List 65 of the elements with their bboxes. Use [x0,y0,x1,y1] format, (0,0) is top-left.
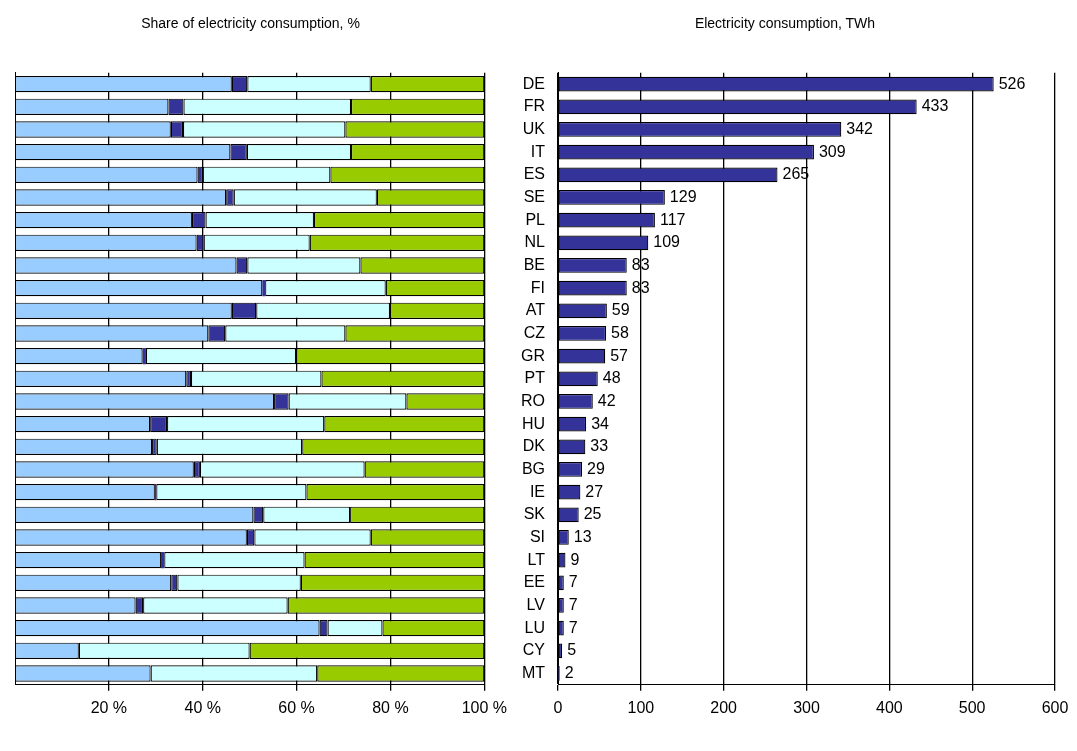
data-label: 117 [659,210,686,228]
x-tick-label: 0 [553,698,563,716]
data-label: 526 [998,74,1026,92]
x-tick-label: 400 [875,698,903,716]
y-tick-label: SI [529,527,545,545]
data-label: 7 [568,573,578,591]
y-tick-label: IT [530,142,546,160]
y-tick-label: LU [524,618,545,636]
y-tick-label: DK [522,437,546,455]
y-tick-label: ES [523,165,545,183]
chart-title: Share of electricity consumption, % [141,15,360,32]
x-tick-label: 500 [958,698,986,716]
x-tick-label: 20 % [90,698,128,716]
y-tick-label: AT [525,301,546,319]
y-tick-label: GR [521,346,545,364]
x-tick-label: 60 % [278,698,315,716]
data-label: 13 [573,527,592,545]
data-label: 7 [568,595,578,613]
data-label: 25 [583,505,602,523]
data-label: 48 [602,369,621,387]
x-tick-label: 300 [793,698,820,716]
y-tick-label: FI [530,278,545,296]
y-tick-label: RO [521,391,545,409]
data-label: 309 [818,142,846,160]
x-tick-label: 40 % [184,698,221,716]
data-label: 433 [921,97,949,115]
y-tick-label: NL [524,233,546,251]
data-label: 58 [611,323,629,341]
x-tick-label: 600 [1041,698,1069,716]
y-tick-label: UK [522,119,546,137]
data-label: 5 [567,641,577,659]
y-tick-label: SE [523,187,545,205]
x-tick-label: 80 % [372,698,409,716]
y-tick-label: EE [523,573,545,591]
y-tick-label: FR [523,97,545,115]
data-label: 33 [590,437,609,455]
data-label: 42 [597,391,616,409]
x-tick-label: 200 [710,698,738,716]
x-tick-label: 100 [627,698,655,716]
y-tick-label: MT [521,663,546,681]
data-label: 109 [653,233,681,251]
data-label: 29 [587,459,605,477]
data-label: 9 [570,550,580,568]
y-tick-label: LT [527,550,546,568]
y-tick-label: PT [524,369,546,387]
data-label: 7 [568,618,578,636]
data-label: 59 [611,301,630,319]
x-tick-label: 100 % [461,698,507,716]
chart-title: Electricity consumption, TWh [694,15,876,32]
data-label: 129 [669,187,697,205]
data-label: 342 [846,119,874,137]
y-tick-label: HU [521,414,545,432]
y-tick-label: PL [525,210,546,228]
y-tick-label: BE [523,255,545,273]
data-label: 27 [585,482,604,500]
y-tick-label: BG [521,459,545,477]
data-label: 34 [591,414,610,432]
y-tick-label: LV [526,595,546,613]
y-tick-label: DE [522,74,545,92]
y-tick-label: SK [523,505,546,523]
y-tick-label: IE [529,482,545,500]
y-tick-label: CY [522,641,546,659]
y-tick-label: CZ [523,323,546,341]
data-label: 2 [564,663,574,681]
data-label: 57 [610,346,629,364]
